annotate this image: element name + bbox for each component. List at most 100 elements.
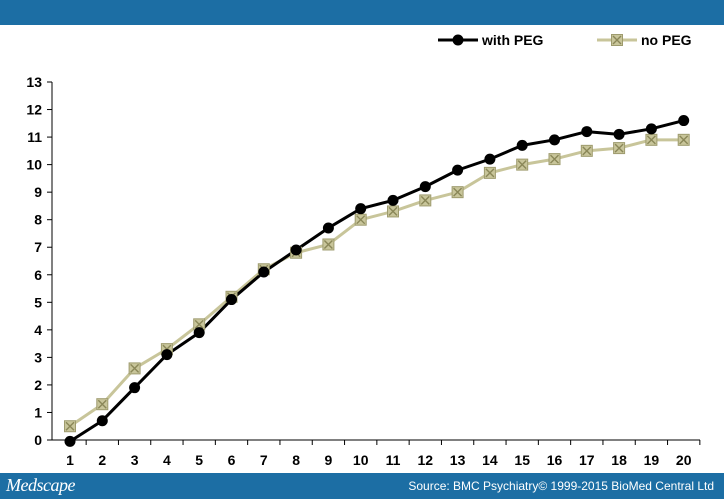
x-tick-label: 4 <box>163 452 171 468</box>
marker-cross <box>517 160 527 170</box>
marker-cross <box>646 135 656 145</box>
x-tick-label: 11 <box>386 452 401 468</box>
data-point <box>96 398 109 411</box>
y-tick-label: 1 <box>34 404 42 420</box>
y-tick-label: 3 <box>34 349 42 365</box>
x-tick-label: 14 <box>482 452 498 468</box>
marker-cross <box>356 215 366 225</box>
footer-bar: Medscape Source: BMC Psychiatry© 1999-20… <box>0 473 724 499</box>
y-tick-label: 10 <box>26 157 42 173</box>
data-point <box>322 222 334 234</box>
data-point <box>193 327 205 339</box>
legend-label: no PEG <box>641 32 692 48</box>
data-point <box>484 153 496 165</box>
y-tick-label: 11 <box>27 129 42 145</box>
data-point <box>290 244 302 256</box>
data-point <box>645 133 658 146</box>
x-tick-label: 12 <box>418 452 434 468</box>
y-tick-label: 13 <box>26 74 42 90</box>
marker-cross <box>420 195 430 205</box>
x-tick-label: 9 <box>325 452 333 468</box>
marker-cross <box>97 399 107 409</box>
x-tick-label: 3 <box>131 452 139 468</box>
y-tick-label: 4 <box>34 322 42 338</box>
series-markers <box>64 115 690 447</box>
header-bar <box>0 0 724 25</box>
marker-cross <box>388 206 398 216</box>
y-tick-label: 7 <box>34 239 42 255</box>
data-point <box>226 294 237 306</box>
legend-marker <box>452 34 464 46</box>
y-tick-label: 5 <box>34 294 42 310</box>
legend-marker-cross <box>612 35 622 45</box>
x-tick-label: 10 <box>353 452 369 468</box>
data-point <box>64 420 76 433</box>
marker-cross <box>679 135 689 145</box>
marker-cross <box>194 319 204 329</box>
data-point <box>549 134 560 146</box>
data-point <box>355 203 367 215</box>
series-line <box>69 138 684 428</box>
x-tick-label: 13 <box>450 452 466 468</box>
series-line <box>69 119 685 443</box>
data-point <box>451 186 464 199</box>
data-point <box>613 142 626 155</box>
data-point <box>580 144 593 157</box>
data-point <box>354 213 367 226</box>
data-point <box>64 435 76 447</box>
x-tick-label: 5 <box>195 452 203 468</box>
x-tick-label: 7 <box>260 452 268 468</box>
data-point <box>322 238 335 251</box>
legend-label: with PEG <box>481 32 544 48</box>
marker-cross <box>550 154 559 164</box>
data-point <box>129 382 141 394</box>
data-point <box>161 349 173 361</box>
data-point <box>677 133 690 146</box>
data-point <box>581 126 593 138</box>
data-point <box>483 166 496 179</box>
marker-cross <box>323 239 333 249</box>
legend-item: no PEG <box>597 32 692 48</box>
data-point <box>613 128 625 140</box>
x-tick-label: 1 <box>66 452 74 468</box>
x-tick-label: 6 <box>228 452 236 468</box>
y-tick-label: 12 <box>26 102 42 118</box>
marker-cross <box>485 168 495 178</box>
y-tick-label: 2 <box>34 377 42 393</box>
x-tick-label: 19 <box>644 452 660 468</box>
data-point <box>419 194 432 207</box>
y-tick-label: 6 <box>34 267 42 283</box>
data-point <box>96 415 108 427</box>
y-tick-label: 9 <box>34 184 42 200</box>
x-tick-label: 16 <box>547 452 563 468</box>
x-tick-label: 17 <box>579 452 595 468</box>
x-tick-label: 15 <box>514 452 530 468</box>
legend: with PEG no PEG <box>438 32 692 48</box>
x-tick-label: 20 <box>676 452 692 468</box>
x-tick-label: 18 <box>611 452 627 468</box>
data-point <box>516 158 529 171</box>
legend-item: with PEG <box>438 32 544 48</box>
data-point <box>548 153 561 166</box>
source-credit: Source: BMC Psychiatry© 1999-2015 BioMed… <box>408 479 714 493</box>
data-point <box>452 164 464 176</box>
marker-cross <box>65 421 75 431</box>
data-point <box>516 139 528 151</box>
y-tick-label: 8 <box>34 212 42 228</box>
y-tick-label: 0 <box>34 432 42 448</box>
data-point <box>419 181 431 193</box>
marker-cross <box>453 187 463 197</box>
marker-cross <box>614 143 624 153</box>
data-point <box>128 362 141 375</box>
data-point <box>678 115 690 127</box>
x-tick-label: 8 <box>292 452 300 468</box>
data-point <box>645 123 657 135</box>
data-point <box>387 205 399 218</box>
marker-cross <box>130 363 140 373</box>
data-point <box>387 194 399 206</box>
series-lines <box>69 119 685 443</box>
data-point <box>258 266 270 278</box>
marker-cross <box>582 146 592 156</box>
